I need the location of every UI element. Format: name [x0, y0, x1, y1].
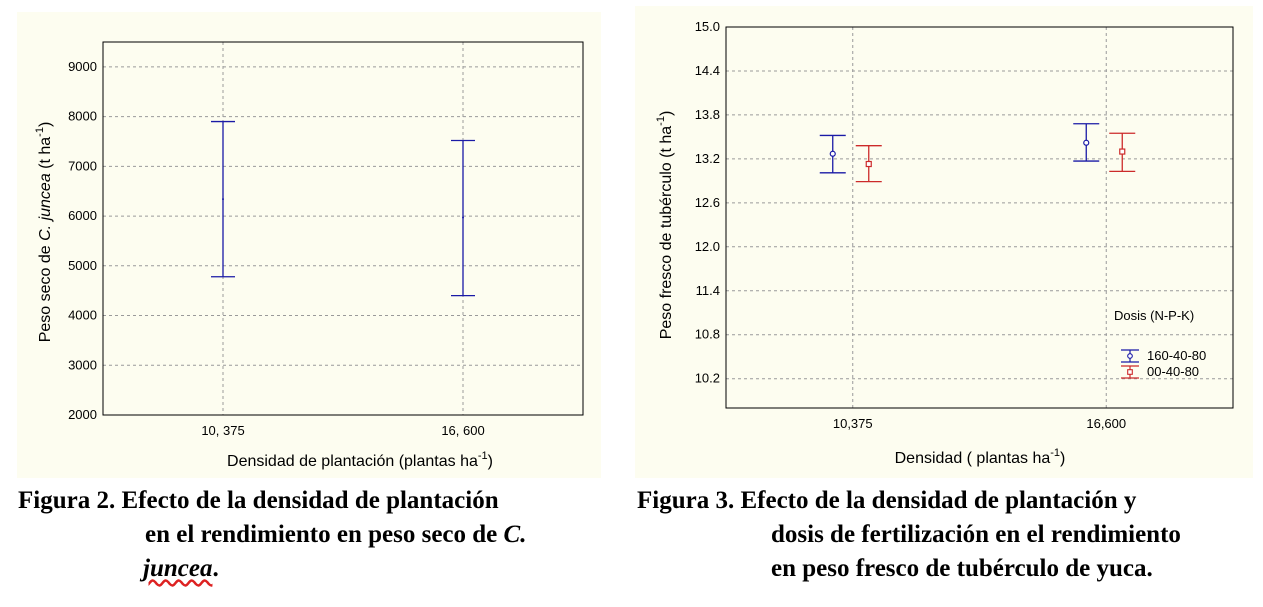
mean-point [222, 198, 224, 201]
x-tick-label: 10,375 [833, 416, 873, 431]
y-tick-label: 13.8 [695, 107, 720, 122]
legend-title: Dosis (N-P-K) [1114, 308, 1194, 323]
chart-right: 10.2 10.8 11.4 12.0 12.6 13.2 13.8 14.4 15.0 10,… [655, 19, 1234, 467]
y-tick-label: 4000 [68, 308, 97, 323]
grid-left [103, 42, 583, 416]
mean-point [829, 150, 836, 157]
mean-point [865, 160, 872, 168]
y-tick-label: 13.2 [695, 151, 720, 166]
marks-left [211, 120, 475, 297]
error-bar [855, 145, 882, 183]
figure-3-label: Figura 3. [637, 487, 735, 514]
error-bar [211, 120, 235, 278]
y-axis-title-right: Peso fresco de tubérculo (t ha-1) [655, 111, 675, 340]
y-tick-label: 3000 [68, 357, 97, 372]
x-axis-title-left: Densidad de plantación (plantas ha-1) [227, 450, 493, 470]
y-tick-label: 9000 [68, 59, 97, 74]
error-bar [1073, 123, 1100, 162]
marks-right [819, 123, 1136, 183]
x-ticks-right: 10,375 16,600 [833, 416, 1126, 431]
mean-point [462, 216, 464, 219]
plot-area-left [102, 41, 584, 416]
chart-left: 2000 3000 4000 5000 6000 7000 8000 9000 10, 375… [34, 41, 584, 470]
chart-panel-right: 10.2 10.8 11.4 12.0 12.6 13.2 13.8 14.4 15.0 10,… [635, 6, 1253, 478]
figure-2-caption: Figura 2. Efecto de la densidad de plant… [18, 487, 527, 582]
error-bar [1109, 132, 1136, 172]
y-tick-label: 12.0 [695, 239, 720, 254]
y-ticks-right: 10.2 10.8 11.4 12.0 12.6 13.2 13.8 14.4 15.0 [695, 19, 720, 386]
y-tick-label: 5000 [68, 258, 97, 273]
x-ticks-left: 10, 375 16, 600 [201, 423, 484, 438]
y-tick-label: 11.4 [696, 283, 720, 298]
y-tick-label: 7000 [68, 158, 97, 173]
x-tick-label: 16, 600 [441, 423, 484, 438]
mean-point [1119, 148, 1126, 155]
y-tick-label: 8000 [68, 109, 97, 124]
y-tick-label: 12.6 [695, 195, 720, 210]
x-tick-label: 16,600 [1086, 416, 1126, 431]
y-axis-title-left: Peso seco de C. juncea (t ha-1) [34, 122, 54, 343]
legend-item: 00-40-80 [1121, 364, 1199, 379]
mean-point [1083, 139, 1090, 146]
y-tick-label: 10.2 [695, 371, 720, 386]
plot-area-right [725, 26, 1234, 409]
y-tick-label: 15.0 [695, 19, 720, 34]
legend-label: 160-40-80 [1147, 348, 1206, 363]
y-tick-label: 14.4 [695, 63, 720, 78]
x-axis-title-right: Densidad ( plantas ha-1) [895, 447, 1066, 467]
y-tick-label: 10.8 [695, 327, 720, 342]
figure-3-caption: Figura 3. Efecto de la densidad de plant… [637, 487, 1181, 582]
y-tick-label: 6000 [68, 208, 97, 223]
legend-label: 00-40-80 [1147, 364, 1199, 379]
y-tick-label: 2000 [68, 407, 97, 422]
error-bar [451, 139, 475, 297]
chart-panel-left: 2000 3000 4000 5000 6000 7000 8000 9000 10, 375… [17, 12, 601, 478]
legend-right: Dosis (N-P-K) 160-40-8000-40-80 [1114, 308, 1206, 379]
y-ticks-left: 2000 3000 4000 5000 6000 7000 8000 9000 [68, 59, 97, 422]
x-tick-label: 10, 375 [201, 423, 244, 438]
error-bar [819, 134, 846, 174]
figure-2-label: Figura 2. [18, 487, 116, 514]
legend-item: 160-40-80 [1121, 348, 1206, 363]
